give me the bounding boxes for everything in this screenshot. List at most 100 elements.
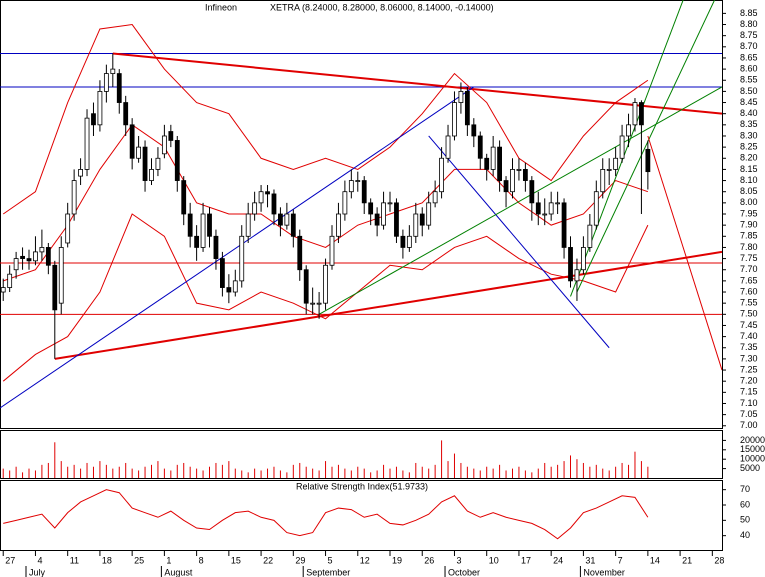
y-tick-label: 8.65 — [740, 52, 758, 62]
candle-body — [529, 180, 535, 204]
y-tick-label: 7.55 — [740, 298, 758, 308]
candle-body — [613, 157, 619, 170]
trend-line — [318, 86, 722, 315]
y-tick-label: 7.90 — [740, 220, 758, 230]
candle-body — [555, 202, 561, 205]
month-label: September — [306, 567, 350, 577]
x-tick-label: 27 — [5, 555, 15, 565]
candle-body — [297, 235, 303, 271]
y-tick-label: 7.35 — [740, 342, 758, 352]
x-tick-label: 31 — [585, 555, 595, 565]
candle-body — [413, 213, 419, 237]
y-tick-label: 70 — [740, 484, 750, 494]
candle-body — [445, 135, 451, 159]
candle-body — [52, 264, 58, 311]
candle-body — [535, 202, 541, 215]
x-tick-label: 5 — [328, 555, 333, 565]
candle-body — [471, 124, 477, 137]
candle-body — [542, 213, 548, 216]
candle-body — [361, 180, 367, 204]
candle-body — [116, 73, 122, 103]
candle-body — [593, 191, 599, 226]
y-tick-label: 8.55 — [740, 75, 758, 85]
y-tick-label: 8.45 — [740, 97, 758, 107]
candle-body — [439, 157, 444, 193]
y-tick-label: 7.05 — [740, 409, 758, 419]
candle-body — [568, 247, 573, 282]
y-tick-label: 8.15 — [740, 164, 758, 174]
candle-body — [26, 258, 32, 262]
candle-body — [303, 269, 309, 304]
candle-body — [110, 68, 116, 74]
candle-body — [194, 235, 200, 248]
y-tick-label: 7.50 — [740, 309, 758, 319]
x-tick-label: 25 — [134, 555, 144, 565]
month-label: July — [29, 567, 46, 577]
candle-body — [84, 117, 90, 170]
candle-body — [103, 73, 109, 92]
candle-body — [510, 169, 515, 193]
candle-body — [336, 213, 341, 237]
x-tick-label: 24 — [553, 555, 563, 565]
y-tick-label: 7.75 — [740, 253, 758, 263]
x-tick-label: 19 — [392, 555, 402, 565]
y-tick-label: 8.60 — [740, 63, 758, 73]
y-tick-label: 8.00 — [740, 197, 758, 207]
candle-body — [387, 202, 393, 205]
band-lower — [2, 213, 649, 382]
y-tick-label: 7.80 — [740, 242, 758, 252]
x-tick-label: 8 — [199, 555, 204, 565]
candle-body — [348, 180, 354, 193]
candle-body — [155, 157, 161, 170]
candle-body — [207, 213, 212, 237]
candle-body — [426, 202, 432, 226]
candle-body — [310, 302, 316, 305]
candle-body — [619, 135, 625, 159]
x-tick-label: 14 — [650, 555, 660, 565]
y-tick-label: 8.85 — [740, 8, 758, 18]
price-plot — [0, 0, 722, 409]
candle-body — [33, 251, 38, 262]
trend-line — [647, 135, 722, 371]
candle-body — [561, 202, 567, 248]
candle-body — [626, 124, 631, 137]
candle-body — [187, 213, 193, 237]
y-tick-label: 8.20 — [740, 153, 758, 163]
candle-body — [65, 213, 71, 244]
band-upper — [2, 23, 649, 215]
candle-body — [548, 202, 554, 215]
candle-body — [149, 169, 154, 181]
candle-body — [581, 247, 586, 271]
y-tick-label: 7.65 — [740, 275, 758, 285]
x-tick-label: 18 — [102, 555, 112, 565]
candle-body — [606, 169, 612, 171]
candle-body — [342, 191, 348, 215]
candle-body — [484, 157, 490, 170]
candle-body — [432, 191, 438, 204]
y-tick-label: 8.35 — [740, 119, 758, 129]
x-tick-label: 3 — [456, 555, 461, 565]
candle-body — [97, 90, 103, 126]
y-tick-label: 50 — [740, 515, 750, 525]
y-tick-label: 8.80 — [740, 19, 758, 29]
candle-body — [323, 264, 328, 304]
candle-body — [174, 140, 180, 181]
candle-body — [91, 113, 96, 126]
month-label: November — [583, 567, 625, 577]
trend-line — [428, 135, 610, 349]
rsi-title: Relative Strength Index(51.9733) — [296, 481, 428, 491]
candle-body — [265, 191, 270, 195]
y-tick-label: 40 — [740, 530, 750, 540]
y-tick-label: 7.30 — [740, 353, 758, 363]
candle-body — [458, 90, 464, 103]
candle-body — [58, 247, 64, 304]
candle-body — [574, 269, 580, 282]
y-tick-label: 7.60 — [740, 286, 758, 296]
candle-body — [271, 193, 277, 215]
y-tick-label: 10000 — [740, 454, 765, 464]
candle-body — [587, 224, 593, 248]
candle-body — [522, 169, 528, 181]
candle-body — [355, 180, 361, 182]
candle-body — [13, 258, 19, 271]
candle-body — [419, 213, 425, 226]
